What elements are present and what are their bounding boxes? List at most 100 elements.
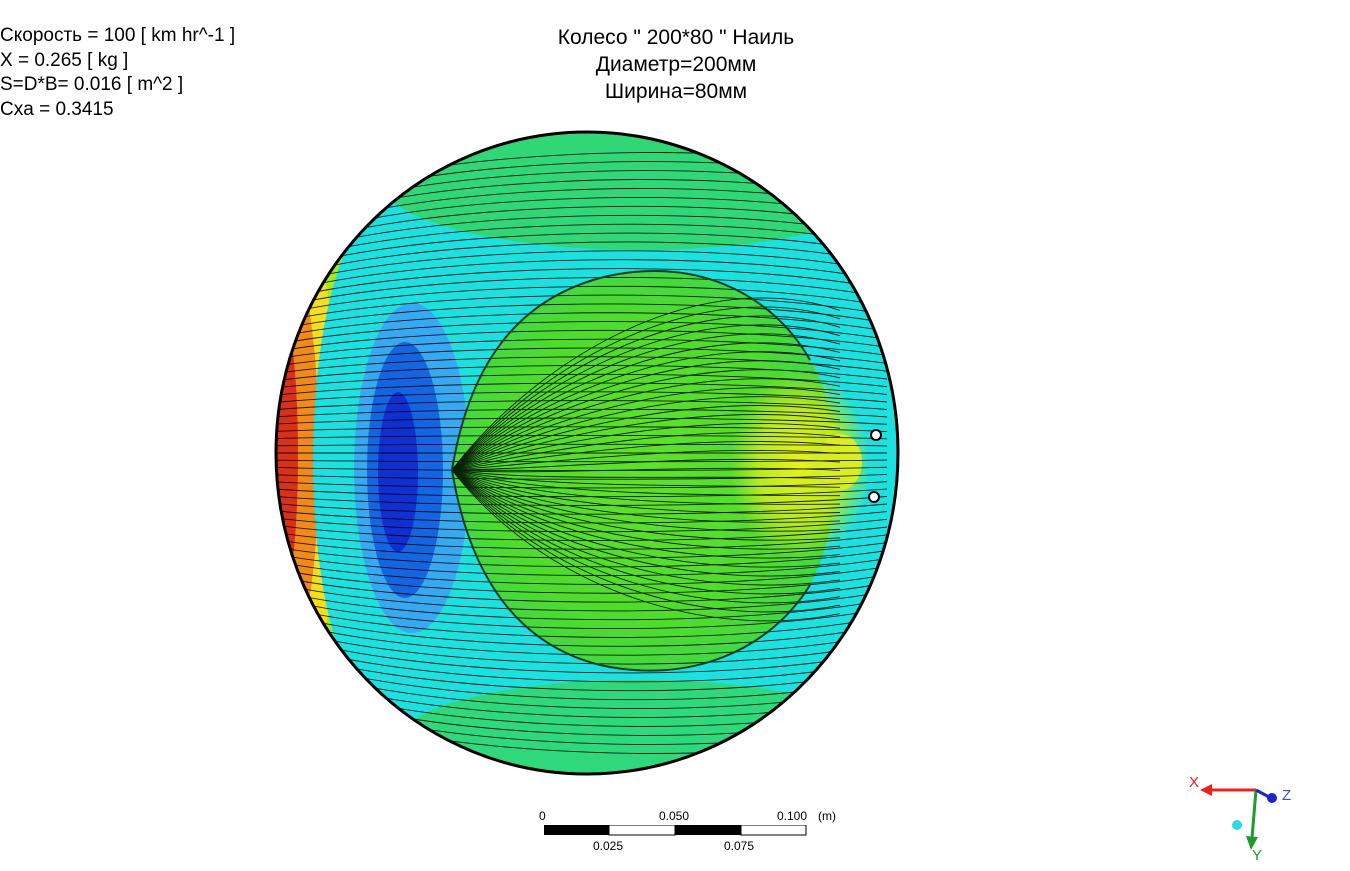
streamline <box>451 469 841 532</box>
streamline <box>276 268 888 304</box>
streamline <box>276 285 888 318</box>
streamline <box>451 469 841 480</box>
scale-label-0: 0 <box>539 809 546 823</box>
streamline <box>276 559 888 585</box>
streamline <box>451 458 841 471</box>
y-axis-arrowhead <box>1246 836 1258 850</box>
streamline <box>276 259 888 297</box>
streamline <box>451 469 841 550</box>
streamline <box>276 566 888 594</box>
y-axis-arrow <box>1250 789 1258 839</box>
z-axis-arrow <box>1255 788 1270 799</box>
info-panel: Скорость = 100 [ km hr^-1 ] X = 0.265 [ … <box>0 24 235 122</box>
streamline <box>276 616 888 656</box>
streamline <box>451 469 841 586</box>
streamline <box>276 443 888 447</box>
force-x-label: X = 0.265 [ kg ] <box>0 49 129 71</box>
streamline <box>451 469 841 488</box>
streamline <box>451 469 841 497</box>
streamline <box>276 588 888 621</box>
vortex-upper <box>870 429 882 441</box>
streamline <box>451 423 841 471</box>
streamline <box>276 276 888 311</box>
drag-coefficient-label: Cxa = 0.3415 <box>0 98 114 120</box>
x-axis-label: X <box>1189 774 1200 791</box>
streamline <box>451 360 841 471</box>
streamline <box>276 382 888 397</box>
streamline <box>276 347 888 368</box>
axis-triad[interactable]: X Z Y <box>1180 770 1300 865</box>
streamline <box>276 531 888 550</box>
streamline <box>451 469 841 577</box>
streamline <box>276 408 888 418</box>
area-label: S=D*B= 0.016 [ m^2 ] <box>0 74 184 95</box>
hub-edge-lower <box>451 469 811 672</box>
streamline <box>276 312 888 340</box>
streamline <box>276 329 888 354</box>
streamline <box>451 441 841 471</box>
streamline <box>451 414 841 471</box>
streamline <box>276 495 888 506</box>
streamline <box>451 449 841 471</box>
streamline <box>276 581 888 612</box>
streamline <box>276 417 888 425</box>
streamline <box>451 469 841 505</box>
scale-label-0050: 0.050 <box>659 809 690 823</box>
title-line-1: Колесо " 200*80 " Наиль <box>557 26 795 49</box>
streamline <box>276 303 888 333</box>
streamline <box>451 297 841 471</box>
title-block: Колесо " 200*80 " Наиль Диаметр=200мм Ши… <box>476 24 876 105</box>
streamline <box>451 469 841 523</box>
streamline <box>451 469 841 568</box>
streamline <box>276 373 888 390</box>
streamline <box>451 333 841 471</box>
scale-bar-segments <box>544 825 807 836</box>
streamline <box>276 595 888 630</box>
streamline <box>276 552 888 577</box>
streamline <box>276 609 888 647</box>
scale-label-0075: 0.075 <box>724 839 755 853</box>
streamline <box>451 396 841 471</box>
streamline <box>451 469 841 604</box>
scale-bar: 0 0.050 0.100 (m) 0.025 0.075 <box>520 806 840 856</box>
streamline <box>276 481 888 489</box>
streamline <box>276 321 888 347</box>
z-axis-dot <box>1267 793 1277 803</box>
streamline <box>451 469 841 559</box>
streamline <box>451 324 841 471</box>
scale-label-0100: 0.100 <box>777 809 808 823</box>
streamline <box>451 469 841 541</box>
streamline <box>276 602 888 638</box>
streamline <box>451 469 841 595</box>
streamline <box>276 538 888 559</box>
streamline <box>451 351 841 471</box>
title-line-3: Ширина=80мм <box>604 80 748 103</box>
origin-dot <box>1232 820 1242 830</box>
scale-unit: (m) <box>818 809 836 823</box>
streamline <box>276 459 888 463</box>
streamline <box>451 378 841 471</box>
title-line-2: Диаметр=200мм <box>595 53 757 76</box>
streamline <box>276 250 888 290</box>
vortex-lower <box>868 491 880 503</box>
streamline <box>276 338 888 361</box>
y-axis-label: Y <box>1252 847 1263 864</box>
streamline <box>451 369 841 471</box>
streamline <box>276 391 888 404</box>
scale-label-0025: 0.025 <box>593 839 624 853</box>
streamline <box>451 467 841 473</box>
x-axis-arrowhead <box>1200 784 1212 796</box>
streamline <box>451 342 841 471</box>
wheel-contour <box>276 132 898 774</box>
streamline <box>451 306 841 471</box>
streamline <box>451 469 841 514</box>
z-axis-label: Z <box>1282 787 1292 804</box>
hub-edge <box>451 270 811 471</box>
streamline <box>276 488 888 498</box>
streamline <box>276 426 888 433</box>
streamline <box>451 387 841 471</box>
streamline <box>451 432 841 471</box>
streamline <box>451 315 841 471</box>
wheel-outline <box>274 130 900 776</box>
